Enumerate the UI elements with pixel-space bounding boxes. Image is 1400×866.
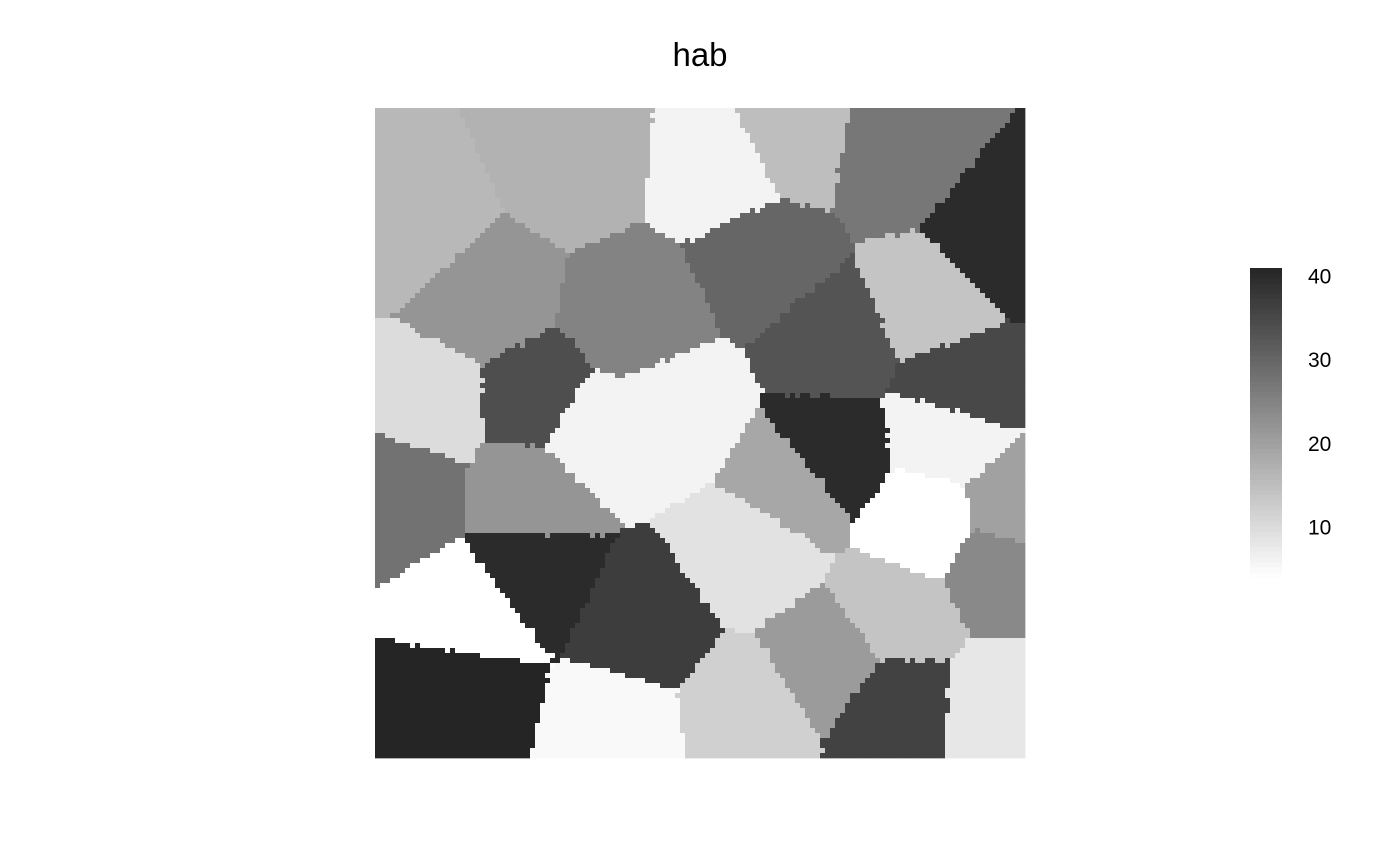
legend-swatch xyxy=(1250,423,1282,429)
legend-tick-label: 20 xyxy=(1308,433,1331,456)
legend-tick-label: 30 xyxy=(1308,349,1331,372)
legend-swatch xyxy=(1250,531,1282,538)
legend-tick-label: 40 xyxy=(1308,265,1331,288)
legend-swatch xyxy=(1250,479,1282,486)
legend-swatch xyxy=(1250,490,1282,496)
legend-swatch xyxy=(1250,386,1282,393)
legend-swatch xyxy=(1250,330,1282,336)
legend-swatch xyxy=(1250,526,1282,532)
legend-swatch xyxy=(1250,412,1282,419)
legend-swatch xyxy=(1250,557,1282,563)
legend-swatch xyxy=(1250,299,1282,305)
legend-swatch xyxy=(1250,562,1282,569)
legend-swatch xyxy=(1250,278,1282,284)
legend-swatch xyxy=(1250,304,1282,310)
legend-swatch xyxy=(1250,273,1282,279)
legend-swatch xyxy=(1250,552,1282,558)
legend-swatch xyxy=(1250,474,1282,481)
legend-swatch xyxy=(1250,268,1282,274)
legend-swatch xyxy=(1250,355,1282,362)
legend-swatch xyxy=(1250,541,1282,548)
legend-swatch xyxy=(1250,376,1282,383)
legend-swatch xyxy=(1250,381,1282,388)
legend-swatch xyxy=(1250,485,1282,491)
legend-swatch xyxy=(1250,392,1282,398)
legend-swatch xyxy=(1250,314,1282,321)
legend-swatch xyxy=(1250,366,1282,372)
legend-swatch xyxy=(1250,536,1282,543)
legend-swatch xyxy=(1250,340,1282,346)
legend-swatch xyxy=(1250,510,1282,517)
legend-swatch xyxy=(1250,309,1282,315)
chart-title: hab xyxy=(672,36,728,73)
legend-swatch xyxy=(1250,547,1282,553)
legend-tick-label: 10 xyxy=(1308,517,1331,540)
legend-swatch xyxy=(1250,371,1282,377)
legend-swatch xyxy=(1250,345,1282,352)
legend-ticks: 40 30 20 10 xyxy=(1308,265,1331,539)
legend-swatch xyxy=(1250,319,1282,326)
legend-swatch xyxy=(1250,521,1282,527)
legend-swatch xyxy=(1250,454,1282,460)
legend-swatch xyxy=(1250,443,1282,450)
legend-swatch xyxy=(1250,335,1282,341)
legend-swatch xyxy=(1250,402,1282,408)
legend-swatch xyxy=(1250,505,1282,512)
legend-swatch xyxy=(1250,567,1282,574)
legend-colorbar xyxy=(1250,268,1282,579)
legend-swatch xyxy=(1250,459,1282,465)
legend-swatch xyxy=(1250,500,1282,507)
legend-swatch xyxy=(1250,407,1282,414)
legend-swatch xyxy=(1250,438,1282,445)
legend-swatch xyxy=(1250,283,1282,290)
legend-swatch xyxy=(1250,469,1282,476)
legend-swatch xyxy=(1250,448,1282,455)
legend-swatch xyxy=(1250,516,1282,522)
legend-swatch xyxy=(1250,433,1282,439)
legend-swatch xyxy=(1250,417,1282,424)
legend-swatch xyxy=(1250,350,1282,357)
legend-swatch xyxy=(1250,495,1282,501)
legend-swatch xyxy=(1250,288,1282,295)
legend-swatch xyxy=(1250,361,1282,367)
raster-cells xyxy=(375,108,1026,759)
legend-swatch xyxy=(1250,324,1282,331)
legend-swatch xyxy=(1250,397,1282,403)
legend-swatch xyxy=(1250,464,1282,470)
legend-swatch xyxy=(1250,428,1282,434)
legend-swatch xyxy=(1250,293,1282,300)
legend-swatch xyxy=(1250,572,1282,579)
